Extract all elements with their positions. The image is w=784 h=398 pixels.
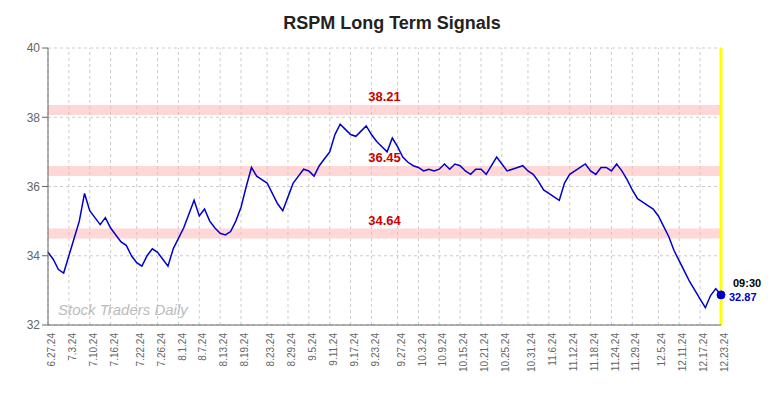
svg-text:11.24.24: 11.24.24 [610,333,621,372]
svg-text:7.22.24: 7.22.24 [135,333,146,367]
svg-text:7.3.24: 7.3.24 [67,333,78,361]
svg-text:6.27.24: 6.27.24 [46,333,57,367]
svg-text:38.21: 38.21 [368,89,401,104]
svg-text:12.5.24: 12.5.24 [656,333,667,367]
svg-text:11.12.24: 11.12.24 [568,333,579,372]
svg-text:09:30: 09:30 [733,277,761,289]
svg-text:12.23.24: 12.23.24 [719,333,730,372]
svg-text:9.5.24: 9.5.24 [307,333,318,361]
svg-text:12.17.24: 12.17.24 [698,333,709,372]
svg-text:40: 40 [27,41,41,55]
svg-text:11.6.24: 11.6.24 [547,333,558,366]
svg-text:9.11.24: 9.11.24 [328,333,339,366]
svg-text:10.9.24: 10.9.24 [437,333,448,367]
svg-text:38: 38 [27,111,41,125]
svg-text:9.17.24: 9.17.24 [349,333,360,367]
svg-text:7.16.24: 7.16.24 [109,333,120,367]
svg-text:8.1.24: 8.1.24 [177,333,188,361]
svg-text:10.15.24: 10.15.24 [458,333,469,372]
svg-text:11.29.24: 11.29.24 [630,333,641,372]
svg-text:32.87: 32.87 [729,291,757,303]
svg-text:10.3.24: 10.3.24 [417,333,428,367]
svg-text:10.25.24: 10.25.24 [500,333,511,372]
svg-text:10.31.24: 10.31.24 [526,333,537,372]
svg-text:8.13.24: 8.13.24 [218,333,229,367]
svg-text:8.29.24: 8.29.24 [286,333,297,367]
svg-text:36: 36 [27,180,41,194]
svg-text:9.23.24: 9.23.24 [370,333,381,367]
svg-text:9.27.24: 9.27.24 [396,333,407,367]
svg-text:10.21.24: 10.21.24 [479,333,490,372]
svg-text:34.64: 34.64 [368,213,401,228]
svg-text:32: 32 [27,318,41,332]
svg-text:7.10.24: 7.10.24 [88,333,99,367]
svg-text:11.18.24: 11.18.24 [589,333,600,372]
svg-text:8.19.24: 8.19.24 [239,333,250,367]
html-text:RSPM Long Term Signals: RSPM Long Term Signals [283,13,501,33]
svg-text:34: 34 [27,249,41,263]
svg-text:8.23.24: 8.23.24 [265,333,276,367]
svg-text:Stock Traders Daily: Stock Traders Daily [58,301,189,318]
svg-text:7.26.24: 7.26.24 [156,333,167,367]
svg-text:36.45: 36.45 [368,150,401,165]
svg-text:8.7.24: 8.7.24 [197,333,208,361]
svg-text:12.11.24: 12.11.24 [677,333,688,372]
